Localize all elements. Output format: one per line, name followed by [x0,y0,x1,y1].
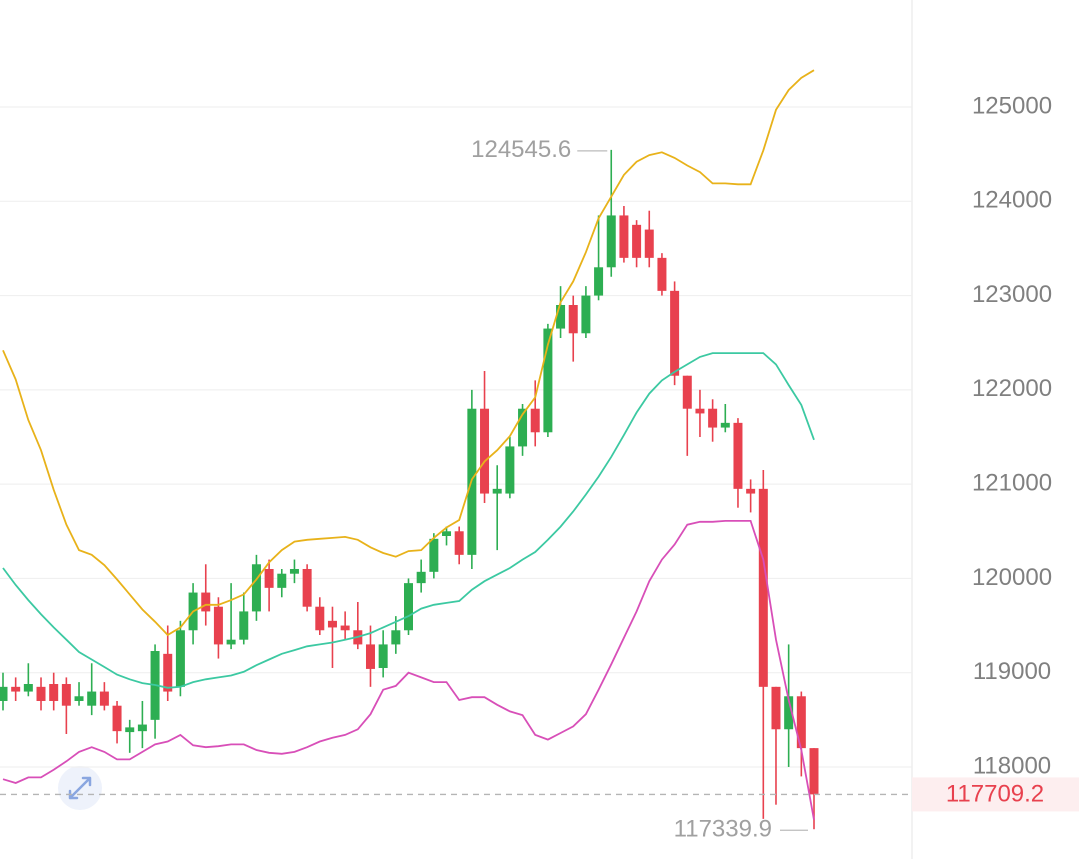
candle-body [568,305,578,334]
candle-body [391,630,401,645]
y-tick-label: 121000 [972,469,1052,496]
candle-body [87,691,97,706]
y-tick-label: 122000 [972,375,1052,402]
y-tick-label: 123000 [972,281,1052,308]
candle-body [442,531,452,536]
candle-body [163,653,173,692]
candle-body [175,630,185,687]
y-tick-label: 118000 [973,752,1051,779]
candle-body [632,224,642,258]
candle-body [239,611,249,640]
candle-body [556,305,566,329]
candle-body [530,408,540,433]
candle-body [99,691,109,706]
candle-body [644,229,654,258]
candle-body [213,606,223,645]
candle-body [0,686,8,701]
y-tick-label: 119000 [973,658,1051,685]
candle-body [125,727,135,733]
candle-body [74,696,84,701]
candle-body [404,583,413,631]
candle-body [771,686,781,730]
last-price-label: 117709.2 [946,781,1044,808]
candle-body [670,290,680,376]
max-label: 124545.6 [471,136,571,163]
candle-body [480,408,490,494]
candle-body [61,684,71,706]
candle-body [784,696,794,730]
candle-body [492,488,502,494]
candle-body [809,748,819,795]
candle-body [277,573,287,588]
last-price-tag-bg [912,777,1079,812]
candle-body [606,215,616,268]
expand-icon[interactable] [58,766,102,810]
candle-body [251,564,261,612]
band-line [2,520,815,820]
candle-body [695,408,705,414]
candle-body [264,568,274,588]
candle-body [302,568,312,607]
candle-body [657,257,667,291]
candle-body [796,696,806,749]
candle-body [720,422,730,428]
candle-body [365,644,375,669]
candle-body [315,606,325,631]
candle-body [416,571,426,584]
band-line [2,352,815,689]
candle-body [505,446,515,494]
candle-body [49,684,59,701]
candle-body [226,639,236,645]
candle-body [594,267,604,296]
candle-body [429,538,439,572]
candle-body [454,531,464,555]
y-tick-label: 120000 [972,564,1052,591]
candle-body [619,215,629,258]
candle-body [201,592,211,612]
candle-body [733,422,743,489]
candles [0,69,819,830]
min-label: 117339.9 [674,816,772,843]
candle-body [289,568,299,574]
candle-body [518,408,528,447]
candle-body [327,620,337,628]
candle-body [11,686,21,692]
candle-body [137,724,147,732]
candle-body [708,408,718,428]
candle-body [340,625,350,631]
y-tick-label: 125000 [972,92,1052,119]
candle-body [543,328,553,433]
candle-body [758,488,768,687]
y-tick-label: 124000 [972,187,1052,214]
candle-body [581,295,591,334]
candle-body [36,686,46,701]
candle-body [112,705,122,732]
candle-body [746,488,756,494]
band-line [2,69,815,637]
candle-body [682,375,692,409]
candle-body [378,644,388,668]
candle-body [23,684,33,692]
